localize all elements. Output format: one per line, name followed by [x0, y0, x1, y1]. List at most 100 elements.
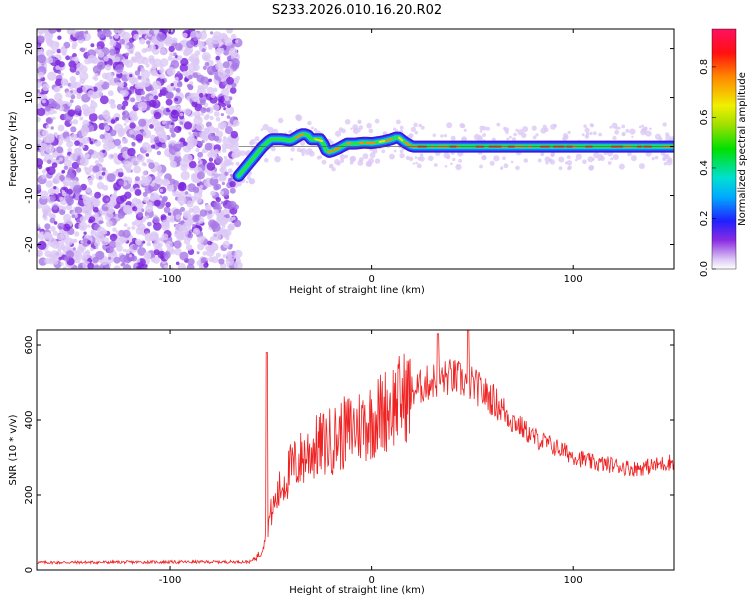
track-halo-speckle — [562, 136, 567, 142]
snr-x-axis-label: Height of straight line (km) — [289, 585, 425, 596]
noise-speckle — [235, 39, 239, 44]
noise-speckle — [213, 104, 220, 111]
noise-speckle — [69, 153, 78, 162]
noise-speckle — [64, 237, 73, 246]
noise-speckle — [222, 80, 228, 86]
noise-speckle — [80, 240, 84, 244]
noise-speckle — [70, 80, 77, 88]
noise-speckle — [96, 61, 106, 70]
track-halo-speckle — [638, 163, 645, 170]
noise-speckle — [109, 35, 113, 40]
spectrogram-x-axis-label: Height of straight line (km) — [289, 285, 425, 296]
noise-speckle — [185, 244, 193, 251]
noise-speckle — [134, 218, 144, 228]
noise-speckle — [186, 40, 195, 49]
track-core — [294, 133, 304, 139]
noise-speckle — [180, 163, 188, 172]
noise-speckle — [163, 206, 171, 214]
noise-speckle — [106, 220, 113, 228]
noise-speckle — [94, 212, 98, 216]
noise-speckle — [160, 214, 167, 221]
noise-speckle — [59, 157, 63, 162]
noise-speckle — [173, 247, 182, 256]
track-halo-speckle — [641, 124, 645, 128]
noise-speckle — [193, 98, 198, 103]
noise-speckle — [81, 238, 91, 247]
noise-speckle — [202, 107, 206, 111]
track-halo-speckle — [444, 165, 448, 168]
noise-speckle — [169, 127, 176, 134]
noise-speckle — [207, 240, 213, 246]
track-halo-speckle — [611, 122, 618, 129]
noise-speckle — [233, 219, 242, 228]
track-halo-speckle — [506, 137, 510, 141]
y-tick-label: -10 — [24, 187, 35, 203]
noise-speckle — [125, 118, 129, 123]
track-halo-speckle — [670, 136, 674, 141]
noise-speckle — [70, 133, 78, 141]
noise-speckle — [152, 80, 162, 90]
noise-speckle — [203, 262, 209, 268]
noise-speckle — [50, 126, 54, 130]
noise-speckle — [184, 191, 189, 195]
noise-speckle — [101, 167, 107, 172]
noise-speckle — [72, 119, 79, 125]
noise-speckle — [134, 176, 140, 182]
noise-speckle — [223, 136, 227, 140]
noise-speckle — [69, 76, 77, 83]
track-halo-speckle — [545, 161, 549, 165]
noise-speckle — [193, 196, 197, 200]
track-halo-speckle — [621, 131, 626, 137]
track-halo-speckle — [371, 148, 378, 154]
noise-speckle — [108, 208, 114, 215]
noise-speckle — [63, 165, 69, 170]
track-halo-speckle — [278, 117, 284, 124]
track-halo-speckle — [627, 151, 632, 157]
track-halo-speckle — [502, 156, 506, 160]
noise-speckle — [110, 99, 116, 105]
noise-speckle — [184, 154, 188, 158]
noise-speckle — [96, 181, 105, 190]
noise-speckle — [133, 165, 142, 174]
noise-speckle — [55, 241, 65, 251]
track-halo-speckle — [369, 152, 376, 159]
track-halo-speckle — [399, 149, 404, 154]
track-halo-speckle — [540, 152, 545, 157]
noise-speckle — [94, 73, 99, 77]
track-halo-speckle — [415, 161, 418, 165]
noise-speckle — [173, 143, 182, 152]
noise-speckle — [118, 29, 126, 38]
noise-speckle — [146, 40, 151, 45]
noise-speckle — [56, 146, 64, 154]
track-halo-speckle — [334, 159, 340, 165]
noise-speckle — [68, 167, 74, 172]
noise-speckle — [153, 95, 159, 100]
noise-speckle — [107, 256, 112, 260]
track-halo-speckle — [662, 157, 667, 161]
noise-speckle — [106, 198, 109, 202]
noise-speckle — [74, 257, 81, 264]
noise-speckle — [59, 209, 66, 216]
noise-speckle — [141, 48, 147, 54]
noise-speckle — [219, 212, 224, 217]
noise-speckle — [197, 84, 203, 90]
snr-panel: -100 0 100 600 400 200 0 Height of straight li… — [8, 329, 675, 596]
noise-speckle — [170, 160, 177, 168]
noise-speckle — [37, 54, 46, 64]
noise-speckle — [218, 32, 228, 43]
noise-speckle — [153, 58, 162, 68]
noise-speckle — [79, 116, 84, 121]
noise-speckle — [106, 173, 116, 183]
noise-speckle — [92, 206, 99, 213]
noise-speckle — [53, 132, 58, 136]
track-halo-speckle — [305, 152, 309, 156]
noise-speckle — [124, 44, 130, 50]
noise-speckle — [67, 147, 73, 153]
noise-speckle — [208, 78, 213, 83]
noise-speckle — [208, 157, 214, 162]
noise-speckle — [99, 134, 105, 140]
track-halo-speckle — [420, 125, 425, 130]
noise-speckle — [57, 233, 64, 241]
track-halo-speckle — [566, 155, 571, 160]
noise-speckle — [150, 253, 154, 257]
